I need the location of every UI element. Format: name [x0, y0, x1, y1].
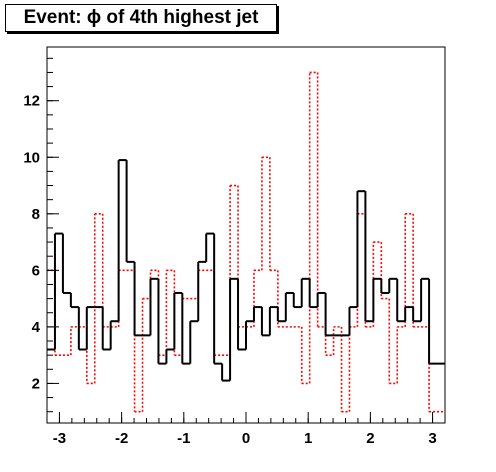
x-tick-label: 2 [366, 430, 374, 447]
series-solid-black [47, 159, 445, 382]
plot-frame [46, 46, 446, 424]
y-tick-label: 2 [32, 375, 40, 392]
chart-title: Event: ϕ of 4th highest jet [5, 4, 277, 32]
series-dotted-red [47, 71, 445, 413]
x-tick-label: -2 [115, 430, 128, 447]
y-tick-label: 8 [32, 206, 40, 223]
x-tick-label: 0 [242, 430, 250, 447]
x-tick-label: 1 [304, 430, 312, 447]
y-tick-label: 6 [32, 262, 40, 279]
y-tick-label: 10 [23, 149, 40, 166]
x-tick-label: -3 [53, 430, 66, 447]
y-tick-label: 4 [32, 319, 41, 336]
x-tick-label: 3 [428, 430, 436, 447]
x-tick-label: -1 [177, 430, 190, 447]
y-tick-label: 12 [23, 93, 40, 110]
